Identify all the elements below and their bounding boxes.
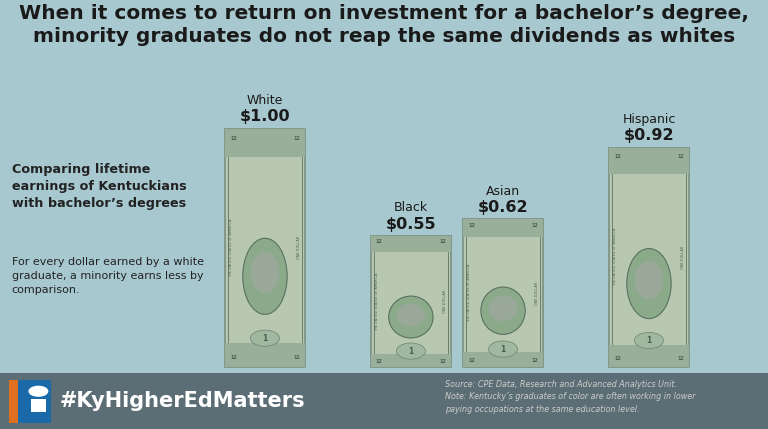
Ellipse shape: [389, 296, 433, 338]
Text: $1.00: $1.00: [240, 109, 290, 124]
Text: When it comes to return on investment for a bachelor’s degree,
minority graduate: When it comes to return on investment fo…: [19, 4, 749, 46]
Bar: [462, 219, 544, 367]
Ellipse shape: [396, 303, 425, 326]
Text: ONE DOLLAR: ONE DOLLAR: [535, 281, 539, 305]
Ellipse shape: [481, 287, 525, 334]
Ellipse shape: [488, 295, 518, 321]
Bar: [465, 221, 541, 365]
Bar: [608, 148, 690, 367]
Text: 12: 12: [614, 356, 621, 360]
Bar: [608, 345, 690, 367]
Text: 12: 12: [468, 223, 475, 227]
Text: 12: 12: [293, 136, 300, 141]
Text: 12: 12: [230, 136, 237, 141]
Bar: [371, 236, 452, 367]
Ellipse shape: [627, 248, 671, 319]
Text: 12: 12: [376, 359, 382, 364]
Bar: [371, 236, 452, 251]
Text: 12: 12: [677, 356, 684, 360]
Text: Source: CPE Data, Research and Advanced Analytics Unit.
Note: Kentucky’s graduat: Source: CPE Data, Research and Advanced …: [445, 380, 696, 414]
Bar: [224, 343, 305, 367]
Text: ONE DOLLAR: ONE DOLLAR: [681, 246, 685, 269]
Text: 12: 12: [439, 359, 445, 364]
Text: Black: Black: [394, 201, 428, 214]
Bar: [0, 373, 768, 429]
Text: #KyHigherEdMatters: #KyHigherEdMatters: [60, 391, 306, 411]
Bar: [462, 219, 544, 237]
Text: Hispanic: Hispanic: [622, 113, 676, 126]
Text: THE UNITED STATES OF AMERICA: THE UNITED STATES OF AMERICA: [229, 218, 233, 277]
Bar: [224, 129, 305, 367]
Bar: [9, 380, 18, 423]
Text: White: White: [247, 94, 283, 107]
Text: Asian: Asian: [486, 185, 520, 198]
Bar: [227, 130, 302, 365]
Bar: [371, 353, 452, 367]
Text: 12: 12: [230, 355, 237, 360]
Text: 1: 1: [409, 347, 413, 356]
Circle shape: [634, 332, 664, 349]
Text: 12: 12: [376, 239, 382, 244]
Circle shape: [28, 386, 48, 397]
Text: 1: 1: [263, 334, 267, 343]
FancyArrow shape: [31, 399, 46, 412]
Text: For every dollar earned by a white
graduate, a minority earns less by
comparison: For every dollar earned by a white gradu…: [12, 257, 204, 295]
Text: 1: 1: [647, 336, 651, 345]
Ellipse shape: [243, 238, 287, 314]
Text: ONE DOLLAR: ONE DOLLAR: [443, 290, 447, 313]
Ellipse shape: [634, 261, 664, 299]
Bar: [224, 129, 305, 157]
Text: $0.62: $0.62: [478, 200, 528, 215]
Text: THE UNITED STATES OF AMERICA: THE UNITED STATES OF AMERICA: [613, 228, 617, 287]
Circle shape: [250, 330, 280, 346]
Bar: [611, 149, 687, 365]
Ellipse shape: [250, 251, 280, 293]
Text: $0.55: $0.55: [386, 217, 436, 232]
Text: $0.92: $0.92: [624, 128, 674, 143]
Bar: [374, 238, 449, 365]
Text: ONE DOLLAR: ONE DOLLAR: [297, 236, 301, 260]
Bar: [9, 380, 51, 423]
Text: 12: 12: [468, 358, 475, 363]
Bar: [608, 148, 690, 174]
Text: 1: 1: [501, 344, 505, 353]
Text: Comparing lifetime
earnings of Kentuckians
with bachelor’s degrees: Comparing lifetime earnings of Kentuckia…: [12, 163, 186, 210]
Text: 12: 12: [614, 154, 621, 159]
Circle shape: [396, 343, 425, 359]
Text: 12: 12: [531, 358, 538, 363]
Circle shape: [488, 341, 518, 357]
Text: 12: 12: [293, 355, 300, 360]
Text: 12: 12: [531, 223, 538, 227]
Text: THE UNITED STATES OF AMERICA: THE UNITED STATES OF AMERICA: [375, 272, 379, 330]
Text: 12: 12: [677, 154, 684, 159]
Text: 12: 12: [439, 239, 445, 244]
Text: THE UNITED STATES OF AMERICA: THE UNITED STATES OF AMERICA: [467, 264, 471, 322]
Bar: [462, 352, 544, 367]
